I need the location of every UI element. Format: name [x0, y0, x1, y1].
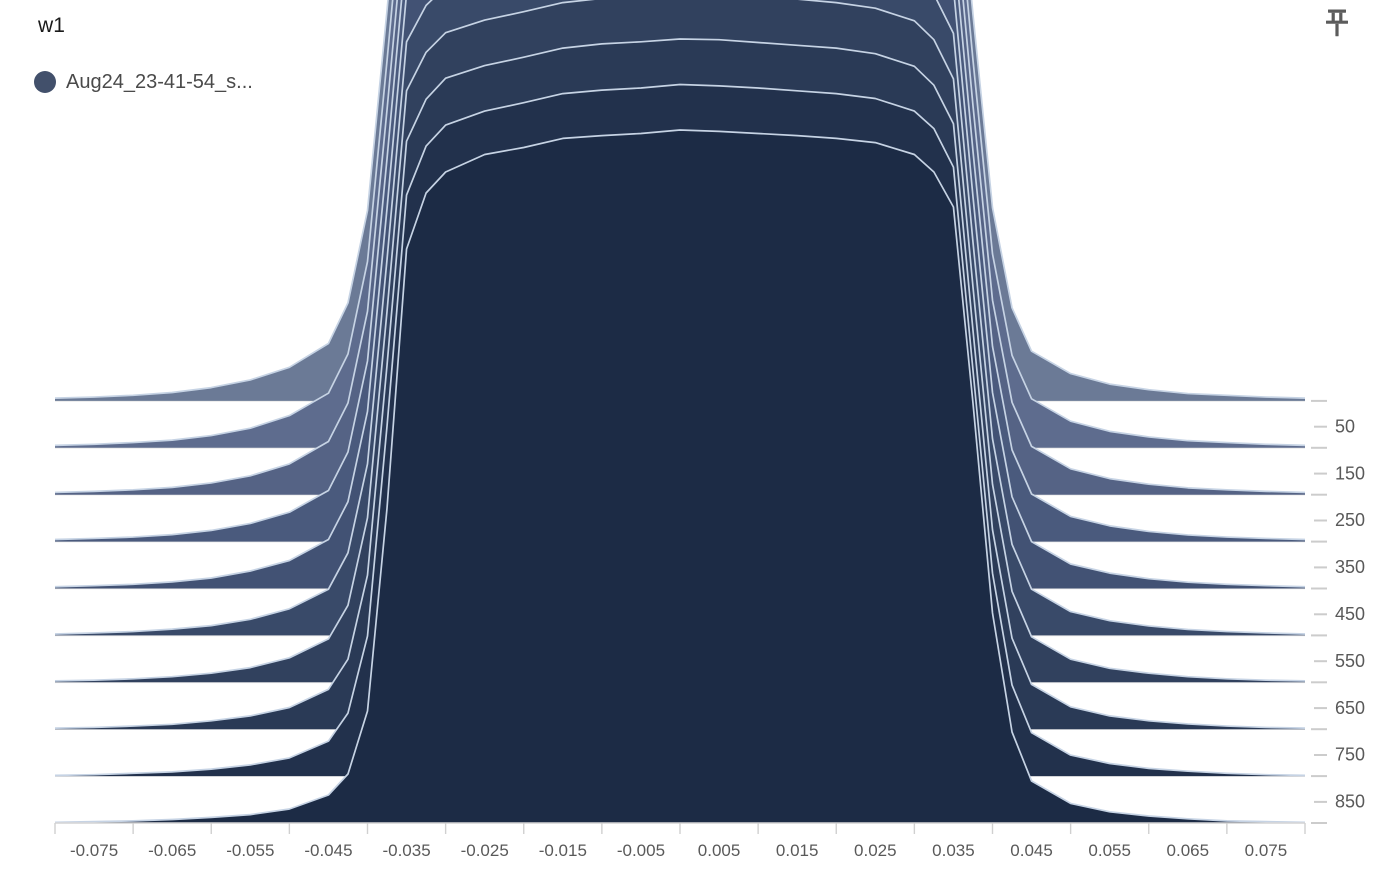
y-tick-label: 50 — [1335, 416, 1355, 436]
x-tick-label: 0.025 — [854, 841, 897, 860]
ridge-outline — [54, 129, 1306, 824]
x-tick-label: 0.055 — [1088, 841, 1131, 860]
x-tick-label: 0.045 — [1010, 841, 1053, 860]
x-tick-label: -0.025 — [461, 841, 509, 860]
x-tick-label: -0.065 — [148, 841, 196, 860]
y-tick-label: 250 — [1335, 510, 1365, 530]
x-tick-label: -0.045 — [304, 841, 352, 860]
ridge-outline — [54, 0, 1306, 399]
x-tick-label: 0.075 — [1245, 841, 1288, 860]
y-tick-label: 150 — [1335, 463, 1365, 483]
y-tick-label: 650 — [1335, 698, 1365, 718]
x-tick-label: -0.075 — [70, 841, 118, 860]
ridge-outline — [54, 0, 1306, 588]
x-tick-label: 0.015 — [776, 841, 819, 860]
ridge-outline — [54, 0, 1306, 635]
y-tick-label: 850 — [1335, 792, 1365, 812]
x-tick-label: -0.035 — [382, 841, 430, 860]
y-tick-label: 550 — [1335, 651, 1365, 671]
page-title: w1 — [38, 14, 66, 37]
ridge-area — [55, 130, 1305, 823]
x-tick-label: 0.035 — [932, 841, 975, 860]
y-tick-label: 350 — [1335, 557, 1365, 577]
legend-dot-icon — [34, 71, 56, 93]
x-tick-label: 0.065 — [1167, 841, 1210, 860]
ridge-outline — [54, 83, 1306, 777]
ridge-outline — [54, 38, 1306, 729]
legend-item-label[interactable]: Aug24_23-41-54_s... — [66, 71, 253, 93]
x-tick-label: 0.005 — [698, 841, 741, 860]
ridge-outline — [54, 0, 1306, 541]
pushpin-icon — [1324, 8, 1350, 38]
x-tick-label: -0.015 — [539, 841, 587, 860]
ridge-series-layer — [54, 0, 1306, 824]
panel-header: w1 — [0, 0, 1398, 56]
ridge-outline — [54, 0, 1306, 447]
x-axis: -0.075 -0.065 -0.055 -0.045 -0.035 -0.025 -0.0… — [54, 822, 1306, 860]
x-tick-label: -0.005 — [617, 841, 665, 860]
x-tick-label: -0.055 — [226, 841, 274, 860]
pin-button[interactable] — [1320, 6, 1354, 40]
y-axis: 50 150 250 350 450 550 650 750 850 — [1311, 399, 1365, 824]
ridge-outline — [54, 0, 1306, 682]
y-tick-label: 450 — [1335, 604, 1365, 624]
y-tick-label: 750 — [1335, 745, 1365, 765]
ridge-outline — [54, 0, 1306, 494]
chart-legend: Aug24_23-41-54_s... — [34, 64, 253, 100]
